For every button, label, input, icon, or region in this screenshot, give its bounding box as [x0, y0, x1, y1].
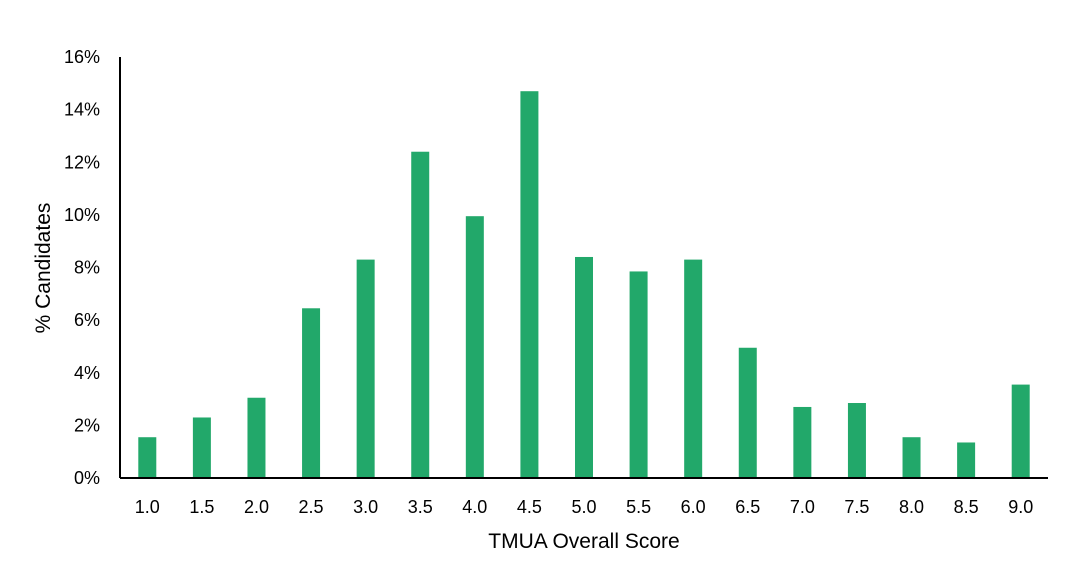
y-tick-label: 2% [74, 415, 100, 435]
y-tick-label: 14% [64, 100, 100, 120]
bar-5.5 [629, 271, 648, 478]
bar-4.0 [465, 216, 484, 479]
x-tick-label: 3.0 [353, 497, 378, 517]
bar-3.0 [356, 259, 375, 478]
y-tick-label: 6% [74, 310, 100, 330]
x-tick-label: 5.5 [626, 497, 651, 517]
x-tick-label: 5.0 [571, 497, 596, 517]
y-tick-label: 8% [74, 258, 100, 278]
bar-3.5 [411, 151, 430, 478]
bar-7.0 [793, 406, 812, 478]
y-tick-label: 0% [74, 468, 100, 488]
y-tick-label: 4% [74, 363, 100, 383]
bar-7.5 [847, 403, 866, 478]
bar-6.0 [684, 259, 703, 478]
x-tick-label: 7.5 [844, 497, 869, 517]
x-tick-label: 2.0 [244, 497, 269, 517]
bar-4.5 [520, 91, 539, 479]
bar-1.5 [192, 417, 211, 478]
bar-8.0 [902, 437, 921, 478]
y-tick-label: 10% [64, 205, 100, 225]
x-tick-label: 7.0 [790, 497, 815, 517]
x-tick-label: 1.0 [135, 497, 160, 517]
x-tick-label: 4.0 [462, 497, 487, 517]
x-tick-label: 3.5 [408, 497, 433, 517]
x-tick-label: 6.5 [735, 497, 760, 517]
bar-5.0 [575, 256, 593, 478]
x-tick-label: 6.0 [681, 497, 706, 517]
x-tick-label: 9.0 [1008, 497, 1033, 517]
x-tick-label: 4.5 [517, 497, 542, 517]
x-tick-labels: 1.0 1.5 2.0 2.5 3.0 3.5 4.0 4.5 5.0 5.5 6.0 6.5 7.0 7… [135, 497, 1033, 517]
bar-2.5 [302, 308, 321, 478]
y-tick-label: 16% [64, 47, 100, 67]
bar-2.0 [247, 397, 266, 478]
bar-9.0 [1011, 384, 1030, 478]
x-axis-label: TMUA Overall Score [488, 530, 679, 553]
x-tick-label: 8.5 [954, 497, 979, 517]
bar-6.5 [738, 347, 757, 478]
bar-8.5 [957, 442, 976, 478]
bar-1.0 [138, 437, 157, 478]
x-tick-label: 8.0 [899, 497, 924, 517]
y-tick-labels: 0% 2% 4% 6% 8% 10% 12% 14% 16% [64, 47, 100, 488]
x-tick-label: 2.5 [299, 497, 324, 517]
x-tick-label: 1.5 [189, 497, 214, 517]
bars [138, 91, 1030, 479]
y-tick-label: 12% [64, 152, 100, 172]
y-axis-label: % Candidates [32, 203, 55, 334]
